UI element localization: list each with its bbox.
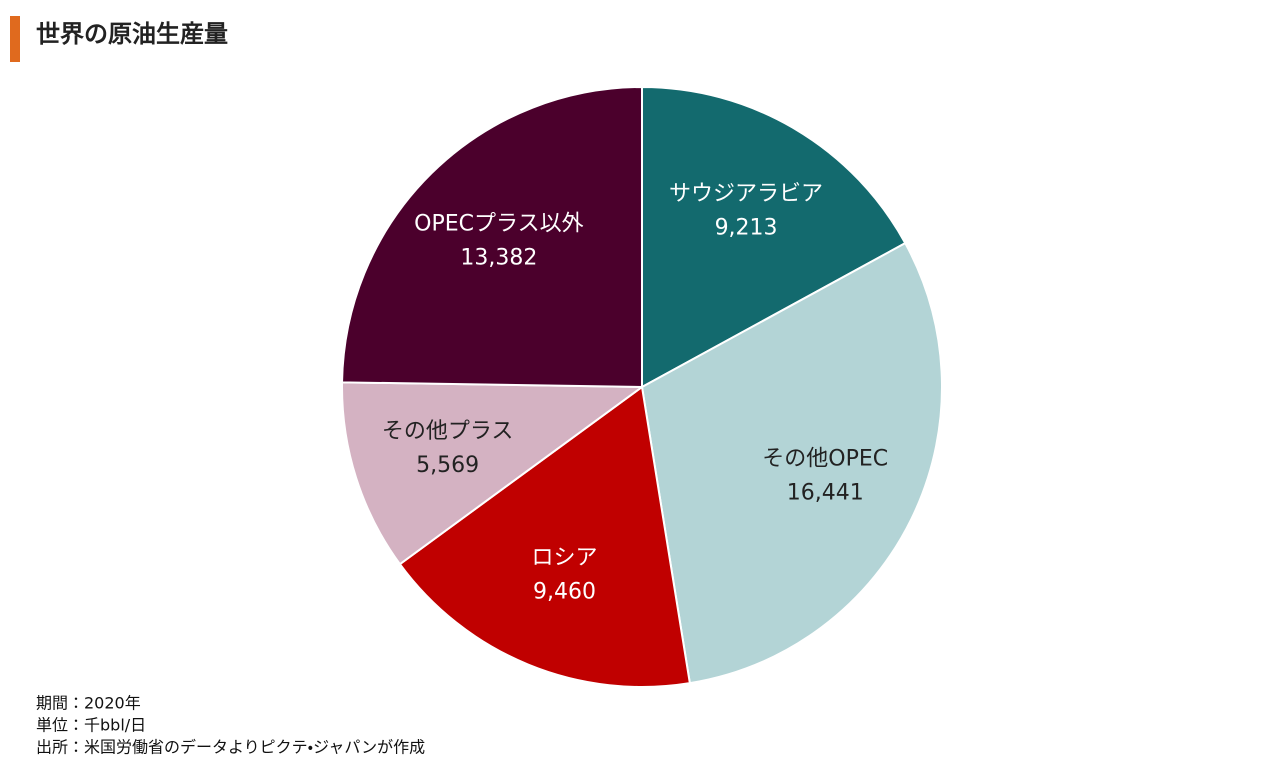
slice-label: OPECプラス以外: [414, 212, 583, 237]
footnote: 単位：千bbl/日: [36, 716, 146, 735]
pie-slice: [641, 85, 907, 389]
chart-title: 世界の原油生産量: [36, 20, 228, 48]
slice-label: サウジアラビア: [669, 182, 823, 207]
value-label: 9,460: [533, 580, 596, 605]
footnote: 出所：米国労働省のデータよりピクテ・ジャパンが作成: [36, 738, 425, 757]
slice-label: その他OPEC: [762, 447, 888, 472]
pie-slice: [341, 381, 645, 566]
slice-label: その他プラス: [382, 419, 514, 444]
value-label: 16,441: [787, 481, 864, 506]
value-label: 9,213: [715, 216, 778, 241]
value-label: 5,569: [416, 453, 479, 478]
pie-slice: [398, 385, 692, 688]
pie-slice: [640, 241, 943, 685]
pie-slice: [341, 85, 643, 389]
footnote: 期間：2020年: [36, 694, 141, 713]
slice-label: ロシア: [532, 546, 598, 571]
title-accent: [10, 16, 20, 62]
value-label: 13,382: [460, 246, 537, 271]
